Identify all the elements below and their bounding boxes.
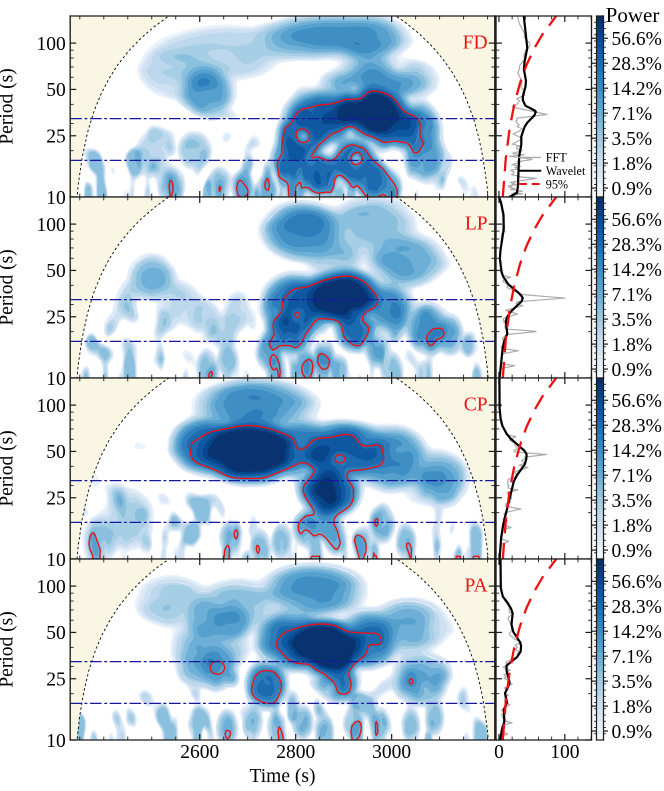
svg-text:100: 100: [36, 396, 65, 417]
svg-text:100: 100: [36, 34, 65, 55]
svg-text:1.8%: 1.8%: [612, 154, 653, 175]
svg-text:Time (s): Time (s): [250, 766, 316, 787]
svg-text:10: 10: [46, 188, 66, 209]
svg-text:14.2%: 14.2%: [612, 441, 662, 462]
svg-text:100: 100: [550, 742, 579, 763]
svg-text:14.2%: 14.2%: [612, 622, 662, 643]
svg-text:25: 25: [46, 670, 66, 691]
svg-text:7.1%: 7.1%: [612, 466, 653, 487]
svg-text:CP: CP: [464, 395, 488, 416]
svg-text:50: 50: [46, 442, 66, 463]
svg-text:2800: 2800: [276, 742, 315, 763]
svg-text:2600: 2600: [180, 742, 219, 763]
svg-text:28.3%: 28.3%: [612, 235, 662, 256]
svg-text:3.5%: 3.5%: [612, 672, 653, 693]
svg-text:Wavelet: Wavelet: [546, 164, 586, 178]
svg-text:10: 10: [46, 731, 66, 752]
svg-text:10: 10: [46, 369, 66, 390]
svg-text:0.9%: 0.9%: [612, 722, 653, 743]
svg-text:56.6%: 56.6%: [612, 572, 662, 593]
svg-text:100: 100: [36, 577, 65, 598]
svg-text:3.5%: 3.5%: [612, 129, 653, 150]
svg-text:28.3%: 28.3%: [612, 54, 662, 75]
svg-text:0.9%: 0.9%: [612, 179, 653, 200]
svg-text:7.1%: 7.1%: [612, 285, 653, 306]
svg-text:7.1%: 7.1%: [612, 104, 653, 125]
svg-text:100: 100: [36, 215, 65, 236]
svg-text:1.8%: 1.8%: [612, 697, 653, 718]
svg-text:50: 50: [46, 261, 66, 282]
svg-text:28.3%: 28.3%: [612, 416, 662, 437]
svg-text:1.8%: 1.8%: [612, 516, 653, 537]
svg-text:56.6%: 56.6%: [612, 210, 662, 231]
svg-text:56.6%: 56.6%: [612, 29, 662, 50]
svg-text:Period (s): Period (s): [0, 611, 17, 687]
svg-text:Period (s): Period (s): [0, 249, 17, 325]
svg-text:FD: FD: [463, 33, 488, 54]
svg-text:PA: PA: [464, 576, 487, 597]
svg-text:1.8%: 1.8%: [612, 335, 653, 356]
svg-text:56.6%: 56.6%: [612, 391, 662, 412]
svg-text:0.9%: 0.9%: [612, 541, 653, 562]
svg-text:50: 50: [46, 80, 66, 101]
svg-text:0.9%: 0.9%: [612, 360, 653, 381]
svg-text:14.2%: 14.2%: [612, 260, 662, 281]
svg-text:28.3%: 28.3%: [612, 597, 662, 618]
svg-text:Period (s): Period (s): [0, 68, 17, 144]
svg-text:25: 25: [46, 127, 66, 148]
svg-text:7.1%: 7.1%: [612, 647, 653, 668]
svg-text:FFT: FFT: [546, 151, 568, 165]
svg-text:Power: Power: [606, 3, 660, 27]
svg-text:10: 10: [46, 550, 66, 571]
svg-text:0: 0: [494, 742, 504, 763]
svg-text:LP: LP: [465, 214, 488, 235]
svg-text:14.2%: 14.2%: [612, 79, 662, 100]
svg-text:95%: 95%: [546, 177, 568, 191]
svg-text:3.5%: 3.5%: [612, 491, 653, 512]
svg-text:25: 25: [46, 489, 66, 510]
svg-text:3000: 3000: [372, 742, 411, 763]
svg-text:25: 25: [46, 308, 66, 329]
svg-text:50: 50: [46, 623, 66, 644]
svg-text:3.5%: 3.5%: [612, 310, 653, 331]
svg-text:Period (s): Period (s): [0, 430, 17, 506]
